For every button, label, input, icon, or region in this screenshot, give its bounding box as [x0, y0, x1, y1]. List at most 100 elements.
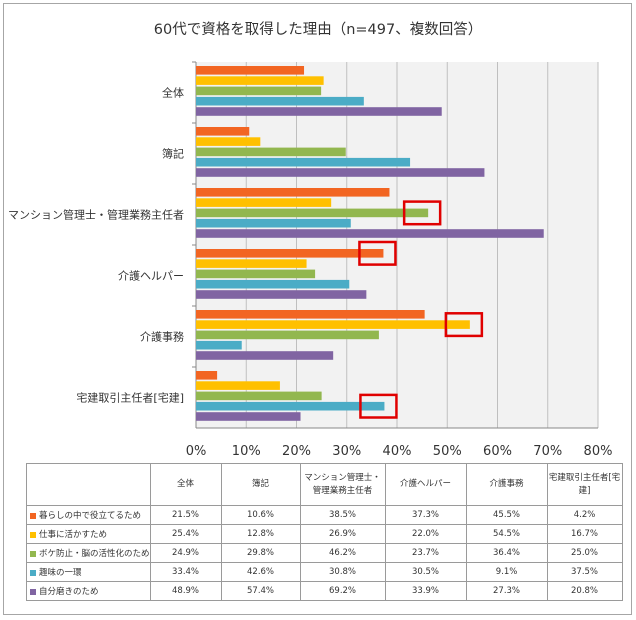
legend-swatch: [30, 569, 36, 576]
table-column-header: マンション管理士・ 管理業務主任者: [299, 463, 386, 506]
x-tick-label: 60%: [483, 444, 512, 459]
category-label: 簿記: [162, 147, 184, 161]
table-header-row: 全体 簿記 マンション管理士・ 管理業務主任者 介護ヘルパー 介護事務 宅建取引主任者[宅…: [26, 463, 623, 506]
table-cell: 4.2%: [546, 505, 623, 525]
legend-label: 暮らしの中で役立てるため: [39, 511, 142, 521]
table-cell: 26.9%: [299, 524, 386, 544]
bar: [196, 290, 367, 299]
legend-swatch: [30, 588, 36, 595]
table-cell: 46.2%: [299, 543, 386, 563]
x-tick-label: 80%: [584, 444, 613, 459]
table-row: 趣味の一環 33.4% 42.6% 30.8% 30.5% 9.1% 37.5%: [26, 562, 623, 582]
x-tick-label: 20%: [282, 444, 311, 459]
bar: [196, 168, 485, 177]
table-cell: 29.8%: [220, 543, 301, 563]
bar: [196, 391, 322, 401]
table-cell: 30.8%: [299, 562, 386, 582]
category-label: 宅建取引主任者[宅建]: [76, 391, 184, 405]
table-cell: 21.5%: [149, 505, 222, 525]
table-cell: 25.4%: [149, 524, 222, 544]
table-row-label: ボケ防止・脳の活性化のため: [26, 543, 151, 563]
table-cell: 45.5%: [465, 505, 548, 525]
table-cell: 36.4%: [465, 543, 548, 563]
bar-chart: 0% 10% 20% 30% 40% 50% 60% 70% 80% 全体簿記マンション管理士・管…: [8, 61, 613, 459]
table-row: 暮らしの中で役立てるため 21.5% 10.6% 38.5% 37.3% 45.5% 4.2…: [26, 505, 623, 525]
table-cell: 16.7%: [546, 524, 623, 544]
table-row: ボケ防止・脳の活性化のため 24.9% 29.8% 46.2% 23.7% 36.4% 25…: [26, 543, 623, 563]
category-label: 全体: [162, 86, 184, 100]
table-cell: 24.9%: [149, 543, 222, 563]
highlight-box: [444, 312, 484, 338]
highlight-box: [358, 240, 397, 266]
table-row: 自分磨きのため 48.9% 57.4% 69.2% 33.9% 27.3% 20.8%: [26, 581, 623, 601]
table-cell: 12.8%: [220, 524, 301, 544]
legend-swatch: [30, 531, 36, 538]
table-row-label: 暮らしの中で役立てるため: [26, 505, 151, 525]
category-label: 介護事務: [140, 330, 184, 344]
table-column-header: 介護ヘルパー: [384, 463, 467, 506]
category-label: 介護ヘルパー: [118, 269, 184, 283]
table-row-label: 仕事に活かすため: [26, 524, 151, 544]
table-corner: [26, 463, 151, 506]
highlight-box: [402, 200, 442, 226]
bar: [196, 96, 364, 106]
table-cell: 38.5%: [299, 505, 386, 525]
bar: [196, 86, 322, 96]
table-cell: 27.3%: [465, 581, 548, 601]
table-cell: 10.6%: [220, 505, 301, 525]
legend-label: 趣味の一環: [39, 568, 82, 578]
bar: [196, 269, 316, 279]
table-cell: 42.6%: [220, 562, 301, 582]
table-cell: 57.4%: [220, 581, 301, 601]
bar: [196, 259, 307, 268]
bar: [196, 310, 425, 319]
bar: [196, 371, 218, 380]
legend-label: 仕事に活かすため: [39, 530, 108, 540]
bar: [196, 107, 442, 116]
bar: [196, 66, 305, 75]
table-cell: 20.8%: [546, 581, 623, 601]
bar: [196, 208, 429, 218]
bar: [196, 320, 470, 329]
table-cell: 33.4%: [149, 562, 222, 582]
table-row: 仕事に活かすため 25.4% 12.8% 26.9% 22.0% 54.5% 16.7%: [26, 524, 623, 544]
table-row-label: 自分磨きのため: [26, 581, 151, 601]
legend-swatch: [30, 512, 36, 519]
bar: [196, 279, 350, 289]
bar: [196, 137, 261, 146]
bar: [196, 157, 411, 167]
bar: [196, 249, 384, 258]
bar: [196, 229, 544, 238]
bar: [196, 412, 301, 421]
legend-label: ボケ防止・脳の活性化のため: [39, 549, 150, 559]
x-tick-label: 10%: [232, 444, 261, 459]
legend-swatch: [30, 550, 36, 557]
table-column-header: 全体: [149, 463, 222, 506]
table-cell: 23.7%: [384, 543, 467, 563]
table-cell: 25.0%: [546, 543, 623, 563]
bar: [196, 381, 280, 390]
table-cell: 37.3%: [384, 505, 467, 525]
table-cell: 33.9%: [384, 581, 467, 601]
bar: [196, 401, 385, 411]
bar: [196, 147, 346, 157]
table-cell: 48.9%: [149, 581, 222, 601]
bar: [196, 351, 334, 360]
legend-label: 自分磨きのため: [39, 587, 99, 597]
bar: [196, 330, 379, 340]
chart-title: 60代で資格を取得した理由（n=497、複数回答）: [153, 22, 483, 38]
bar: [196, 76, 324, 85]
table-cell: 69.2%: [299, 581, 386, 601]
highlight-box: [359, 393, 398, 419]
table-column-header: 簿記: [220, 463, 301, 506]
bar: [196, 188, 390, 197]
x-tick-label: 40%: [383, 444, 412, 459]
table-column-header: 介護事務: [465, 463, 548, 506]
x-tick-label: 30%: [332, 444, 361, 459]
table-cell: 9.1%: [465, 562, 548, 582]
x-tick-label: 70%: [533, 444, 562, 459]
bar: [196, 218, 351, 228]
table-cell: 54.5%: [465, 524, 548, 544]
table-cell: 22.0%: [384, 524, 467, 544]
category-label: マンション管理士・管理業務主任者: [8, 208, 184, 222]
